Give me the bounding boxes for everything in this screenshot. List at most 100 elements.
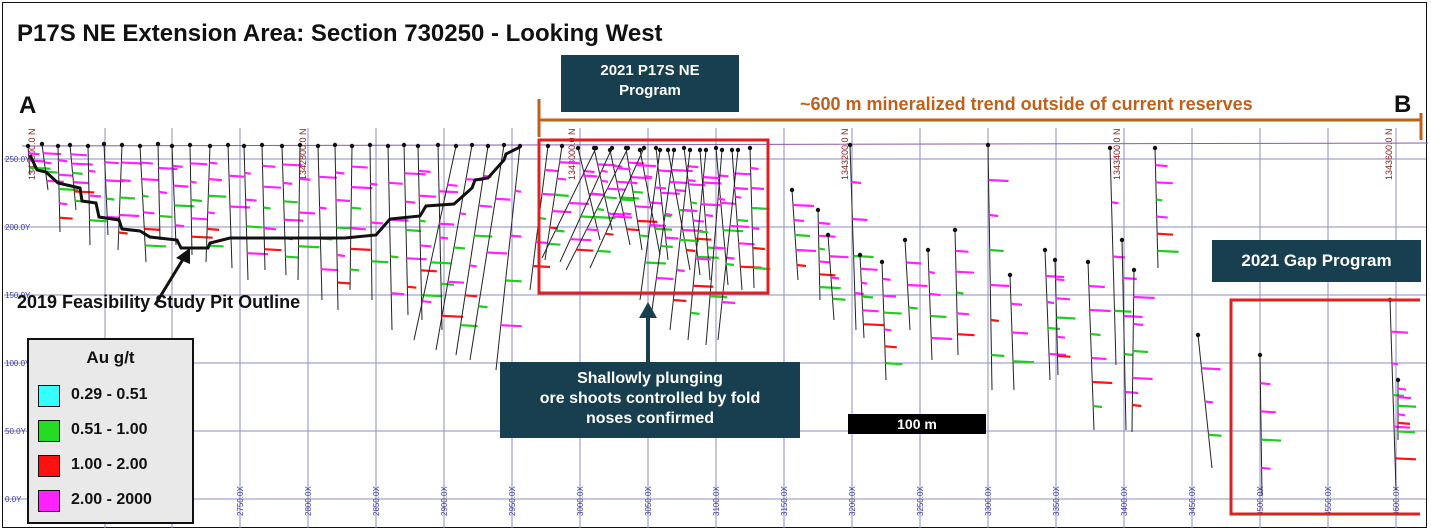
collar-marker: [735, 147, 741, 153]
legend-swatch: [38, 420, 60, 442]
grade-intercept: [298, 245, 320, 249]
grade-intercept: [956, 291, 964, 295]
grade-intercept: [792, 203, 815, 208]
grade-intercept: [608, 212, 626, 216]
grade-intercept: [639, 234, 649, 238]
legend-swatch: [38, 455, 60, 477]
easting-label: 3100.0X: [712, 486, 721, 516]
grade-intercept: [370, 182, 378, 186]
grade-intercept: [388, 181, 403, 185]
grade-intercept: [29, 166, 51, 170]
collar-marker: [697, 147, 703, 153]
easting-label: 2800.0X: [304, 486, 313, 516]
grade-intercept: [568, 201, 590, 206]
grade-intercept: [121, 161, 143, 165]
collar-marker: [902, 237, 908, 243]
program-ne-line-2: Program: [619, 82, 681, 99]
grade-intercept: [105, 179, 125, 183]
collar-marker: [545, 143, 551, 149]
easting-label: 3550.0X: [1324, 486, 1333, 516]
grade-intercept: [630, 176, 652, 180]
grade-intercept: [263, 206, 271, 210]
grade-intercept: [721, 300, 736, 305]
grade-intercept: [819, 286, 841, 290]
collar-marker: [637, 147, 643, 153]
grade-legend: Au g/t 0.29 - 0.51 0.51 - 1.00 1.00 - 2.…: [27, 338, 194, 524]
grade-intercept: [70, 153, 87, 157]
grade-intercept: [656, 276, 674, 281]
grade-intercept: [1397, 396, 1412, 400]
collar-marker: [1052, 257, 1058, 263]
grade-intercept: [818, 221, 831, 225]
grade-intercept: [989, 248, 1004, 253]
collar-marker: [485, 143, 491, 149]
grade-intercept: [439, 236, 449, 240]
collar-marker: [665, 147, 671, 153]
drill-hole: [41, 143, 49, 191]
grade-intercept: [407, 285, 417, 289]
collar-marker: [279, 143, 285, 149]
grade-intercept: [991, 353, 1005, 358]
collar-marker: [1119, 237, 1125, 243]
drill-holes: [25, 141, 1417, 497]
grade-intercept: [795, 248, 817, 253]
fold-noses-line-2: ore shoots controlled by fold: [539, 390, 761, 407]
gap-program-box: [1229, 298, 1420, 516]
grade-intercept: [703, 176, 720, 180]
drill-hole: [589, 147, 645, 269]
grid-lines: [4, 128, 1426, 528]
collar-marker: [657, 147, 663, 153]
elevation-label: 150.0Y: [5, 291, 31, 300]
drill-hole: [317, 145, 323, 301]
grade-intercept: [453, 246, 466, 250]
grade-intercept: [832, 297, 846, 301]
grade-intercept: [505, 279, 522, 283]
grade-intercept: [601, 169, 608, 173]
grade-intercept: [559, 161, 580, 165]
grade-intercept: [190, 180, 197, 184]
grade-intercept: [532, 264, 551, 269]
grade-intercept: [884, 328, 892, 332]
fold-noses-callout: Shallowly plunging ore shoots controlled…: [500, 362, 800, 438]
grade-intercept: [336, 253, 346, 258]
collar-marker: [501, 142, 507, 148]
collar-marker: [332, 142, 338, 148]
grade-intercept: [1124, 352, 1133, 357]
grade-intercept: [285, 255, 299, 259]
collar-marker: [681, 145, 687, 151]
easting-label: 3200.0X: [848, 486, 857, 516]
grade-intercept: [140, 161, 153, 165]
collar-marker: [825, 232, 831, 238]
grade-intercept: [207, 211, 215, 215]
collar-marker: [847, 142, 853, 148]
drill-hole: [349, 145, 353, 291]
grade-intercept: [750, 166, 759, 171]
easting-axis-labels: 2750.0X 2800.0X 2850.0X 2900.0X 2950.0X 3000.…: [236, 486, 1401, 516]
drill-hole: [593, 147, 613, 231]
grade-intercept: [72, 171, 83, 175]
grade-intercept: [988, 178, 1009, 183]
collar-marker: [469, 142, 475, 148]
grade-intercept: [1133, 322, 1144, 327]
collar-marker: [55, 143, 61, 149]
grade-intercept: [1393, 425, 1411, 429]
grade-intercept: [371, 260, 389, 264]
grade-intercept: [59, 216, 73, 220]
grade-intercept: [557, 177, 567, 181]
grade-intercept: [1055, 278, 1065, 282]
grade-intercept: [794, 233, 811, 238]
grade-intercept: [736, 218, 749, 223]
grade-intercept: [173, 184, 189, 188]
grade-intercept: [262, 164, 276, 168]
grade-intercept: [623, 212, 632, 216]
easting-label: 3050.0X: [644, 486, 653, 516]
grade-intercept: [89, 219, 107, 223]
grade-intercept: [989, 213, 999, 218]
grade-intercept: [299, 177, 311, 181]
northing-label: 1343600.0 N: [1384, 128, 1394, 180]
grade-intercept: [350, 227, 366, 231]
grade-intercept: [698, 230, 709, 234]
grade-intercept: [390, 255, 399, 259]
collar-marker: [385, 143, 391, 149]
